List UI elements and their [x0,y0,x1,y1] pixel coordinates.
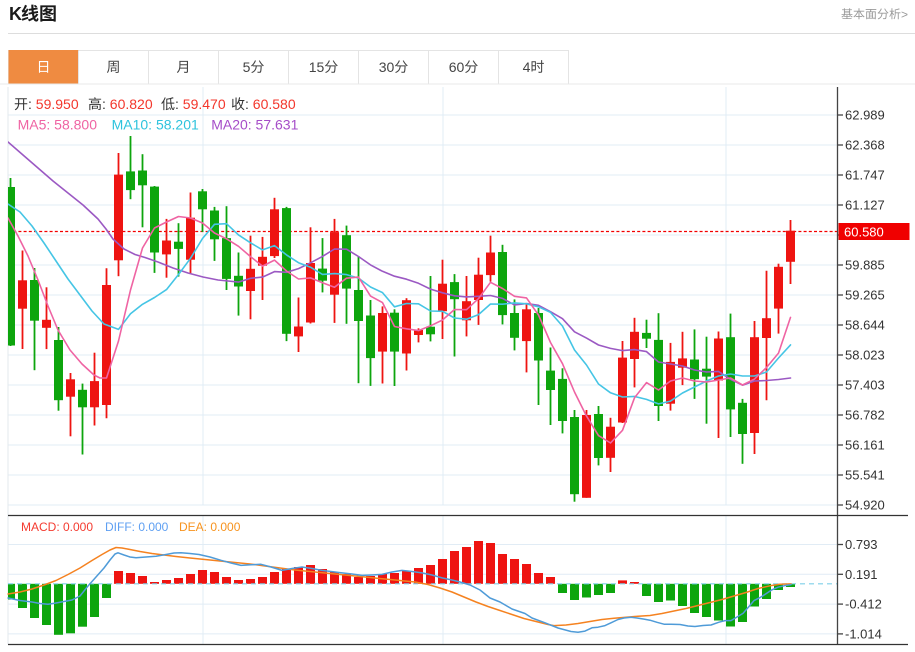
svg-text:MA20: 57.631: MA20: 57.631 [211,117,298,133]
svg-text:-0.412: -0.412 [845,597,882,612]
svg-text:59.265: 59.265 [845,288,885,303]
svg-text:DIFF: 0.000: DIFF: 0.000 [105,520,169,534]
svg-text::: : [28,96,32,112]
svg-text:0.191: 0.191 [845,567,878,582]
svg-text:60.580: 60.580 [844,225,884,240]
svg-text:30: 30 [379,59,395,75]
svg-text:60: 60 [449,59,465,75]
svg-text:DEA: 0.000: DEA: 0.000 [179,520,241,534]
svg-text:15: 15 [309,59,325,75]
svg-text:MA10: 58.201: MA10: 58.201 [112,117,199,133]
svg-text:59.950: 59.950 [32,96,79,112]
svg-text:62.368: 62.368 [845,138,885,153]
svg-text:4: 4 [523,59,531,75]
svg-text:60.580: 60.580 [249,96,296,112]
svg-text:5: 5 [243,59,251,75]
svg-text:60.820: 60.820 [106,96,153,112]
svg-text:56.782: 56.782 [845,408,885,423]
svg-text:54.920: 54.920 [845,498,885,513]
svg-text:61.747: 61.747 [845,168,885,183]
svg-text:-1.014: -1.014 [845,626,882,641]
svg-text:0.793: 0.793 [845,537,878,552]
svg-text:K: K [9,4,22,24]
svg-text:57.403: 57.403 [845,378,885,393]
svg-text:55.541: 55.541 [845,468,885,483]
svg-text:>: > [901,7,908,21]
svg-text:58.644: 58.644 [845,318,885,333]
svg-text:MACD: 0.000: MACD: 0.000 [21,520,93,534]
svg-text:62.989: 62.989 [845,108,885,123]
svg-text::: : [245,96,249,112]
svg-text:61.127: 61.127 [845,198,885,213]
svg-text::: : [102,96,106,112]
svg-text::: : [175,96,179,112]
svg-text:56.161: 56.161 [845,438,885,453]
svg-text:58.023: 58.023 [845,348,885,363]
svg-text:59.470: 59.470 [179,96,226,112]
svg-text:59.885: 59.885 [845,258,885,273]
svg-text:MA5: 58.800: MA5: 58.800 [18,117,98,133]
